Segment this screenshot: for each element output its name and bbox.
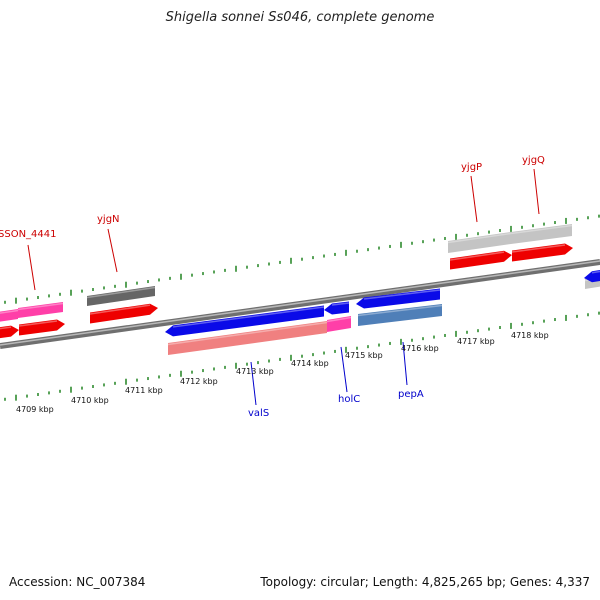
- axis-label: 4710 kbp: [71, 396, 109, 405]
- gray-gene-yjgP: [448, 232, 511, 253]
- axis-labels: 4709 kbp 4710 kbp 4711 kbp 4712 kbp 4713 kbp…: [16, 331, 549, 414]
- gene-label-holc: holC: [338, 394, 360, 405]
- pink-gene-left: [0, 309, 18, 322]
- gene-label-yjgp: yjgP: [461, 162, 482, 173]
- gray-gene-yjgQ: [511, 224, 572, 244]
- map-title: Shigella sonnei Ss046, complete genome: [165, 10, 435, 25]
- gene-label-sson_4441: SSON_4441: [0, 229, 57, 240]
- axis-label: 4715 kbp: [345, 351, 383, 360]
- callout-line-yjgq: [533, 168, 540, 215]
- outer-tick-ring: [4, 214, 600, 304]
- red-gene-1: [0, 325, 19, 339]
- callout-line-vals: [250, 361, 257, 406]
- dark-gene-yjgN-highlight: [86, 286, 156, 299]
- axis-label: 4713 kbp: [236, 367, 274, 376]
- axis-label: 4717 kbp: [457, 337, 495, 346]
- callout-line-holc: [340, 346, 348, 393]
- gene-label-yjgn: yjgN: [97, 214, 120, 225]
- pink-gene-sson4441-highlight: [17, 302, 64, 311]
- gene-label-yjgq: yjgQ: [522, 155, 545, 166]
- axis-label: 4716 kbp: [401, 344, 439, 353]
- blue-gene-valS: [165, 305, 324, 337]
- accession-text: Accession: NC_007384: [9, 575, 146, 589]
- axis-label: 4711 kbp: [125, 386, 163, 395]
- salmon-gene-valS-highlight: [167, 321, 328, 346]
- gray-gene-yjgQ-highlight: [510, 224, 573, 235]
- blue-gene-pepA: [356, 288, 440, 309]
- axis-label: 4709 kbp: [16, 405, 54, 414]
- red-gene-3: [90, 303, 158, 324]
- red-gene-3-highlight: [89, 304, 151, 315]
- gene-callouts: SSON_4441 yjgN yjgP yjgQ valS holC pepA: [0, 155, 545, 419]
- callout-line-pepa: [402, 341, 408, 386]
- axis-label: 4718 kbp: [511, 331, 549, 340]
- red-gene-2-highlight: [18, 320, 58, 327]
- inner-tick-ring: [4, 311, 600, 401]
- axis-label: 4712 kbp: [180, 377, 218, 386]
- red-gene-1-highlight: [0, 326, 12, 330]
- axis-label: 4714 kbp: [291, 359, 329, 368]
- genome-summary-text: Topology: circular; Length: 4,825,265 bp…: [260, 575, 590, 589]
- blue-gene-right-highlight: [591, 270, 600, 274]
- pink-gene-left-highlight: [0, 309, 19, 314]
- blue-gene-holC: [324, 301, 349, 315]
- steel-gene-pepA-highlight: [357, 304, 443, 317]
- callout-line-yjgp: [470, 175, 478, 223]
- red-gene-4-highlight: [449, 251, 505, 261]
- pink-gene-sson4441: [18, 302, 63, 318]
- blue-gene-holC-highlight: [331, 302, 350, 306]
- backbone-line: [0, 259, 600, 349]
- pink-gene-holC: [327, 316, 351, 332]
- backbone-highlight: [0, 260, 600, 346]
- pink-gene-holC-highlight: [326, 316, 352, 323]
- gene-label-pepa: pepA: [398, 389, 424, 400]
- dark-gene-yjgN: [87, 286, 155, 306]
- blue-gene-valS-highlight: [172, 306, 325, 328]
- steel-gene-pepA: [358, 304, 442, 326]
- red-gene-5-highlight: [511, 244, 566, 253]
- genome-backbone: [0, 259, 600, 349]
- gene-features: [0, 224, 600, 355]
- callout-line-sson_4441: [27, 244, 36, 291]
- red-gene-5: [512, 243, 573, 262]
- red-gene-4: [450, 250, 512, 270]
- red-gene-2: [19, 319, 65, 336]
- blue-gene-right: [584, 270, 600, 283]
- blue-gene-pepA-highlight: [363, 289, 441, 300]
- gene-label-vals: valS: [248, 408, 269, 419]
- salmon-gene-valS: [168, 321, 327, 355]
- gray-gene-yjgP-highlight: [447, 232, 512, 244]
- callout-line-yjgn: [107, 228, 118, 273]
